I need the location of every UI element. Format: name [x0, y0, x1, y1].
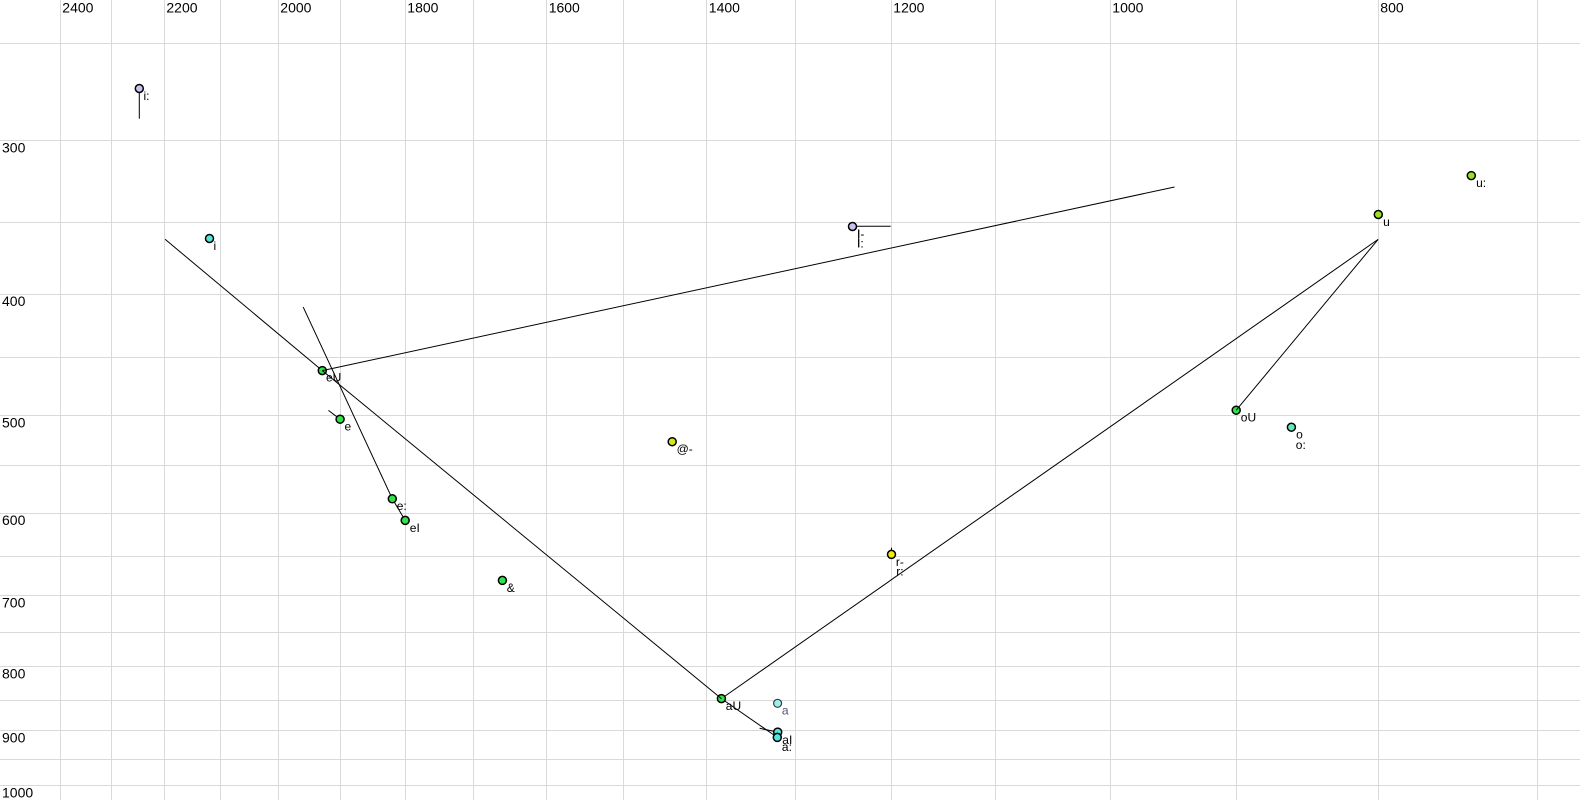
svg-text:2400: 2400 — [62, 0, 93, 15]
svg-text:400: 400 — [2, 293, 26, 309]
svg-text:e:: e: — [397, 499, 407, 513]
svg-text:1800: 1800 — [407, 0, 438, 15]
svg-text:600: 600 — [2, 512, 26, 528]
svg-text:a:: a: — [782, 740, 792, 754]
svg-text:a: a — [782, 704, 789, 718]
svg-text:1000: 1000 — [2, 785, 33, 800]
svg-text:r-: r- — [896, 555, 904, 569]
svg-text:&: & — [507, 581, 515, 595]
svg-text:800: 800 — [1380, 0, 1404, 15]
svg-text:800: 800 — [2, 665, 26, 681]
svg-text:o:: o: — [1296, 438, 1306, 452]
svg-text:2000: 2000 — [280, 0, 311, 15]
svg-text:1200: 1200 — [893, 0, 924, 15]
svg-text:e: e — [345, 420, 352, 434]
svg-text:aU: aU — [726, 699, 741, 713]
svg-text:1400: 1400 — [709, 0, 740, 15]
svg-text:eU: eU — [326, 371, 341, 385]
svg-text:300: 300 — [2, 140, 26, 156]
svg-text:700: 700 — [2, 595, 26, 611]
svg-text:aI: aI — [782, 733, 792, 747]
svg-text:oU: oU — [1241, 411, 1256, 425]
svg-text:1600: 1600 — [549, 0, 580, 15]
svg-text:eI: eI — [410, 521, 420, 535]
svg-text:r:: r: — [896, 565, 903, 579]
svg-text:2200: 2200 — [166, 0, 197, 15]
svg-text:u:: u: — [1476, 176, 1486, 190]
svg-text:900: 900 — [2, 730, 26, 746]
svg-text:I-: I- — [857, 227, 864, 241]
svg-text:i:: i: — [144, 89, 150, 103]
svg-text:o: o — [1296, 428, 1303, 442]
svg-text:500: 500 — [2, 414, 26, 430]
svg-text:i: i — [214, 239, 217, 253]
svg-text:@-: @- — [677, 442, 693, 456]
svg-text:1000: 1000 — [1112, 0, 1143, 15]
svg-text:I:: I: — [857, 237, 864, 251]
svg-text:u: u — [1383, 215, 1390, 229]
